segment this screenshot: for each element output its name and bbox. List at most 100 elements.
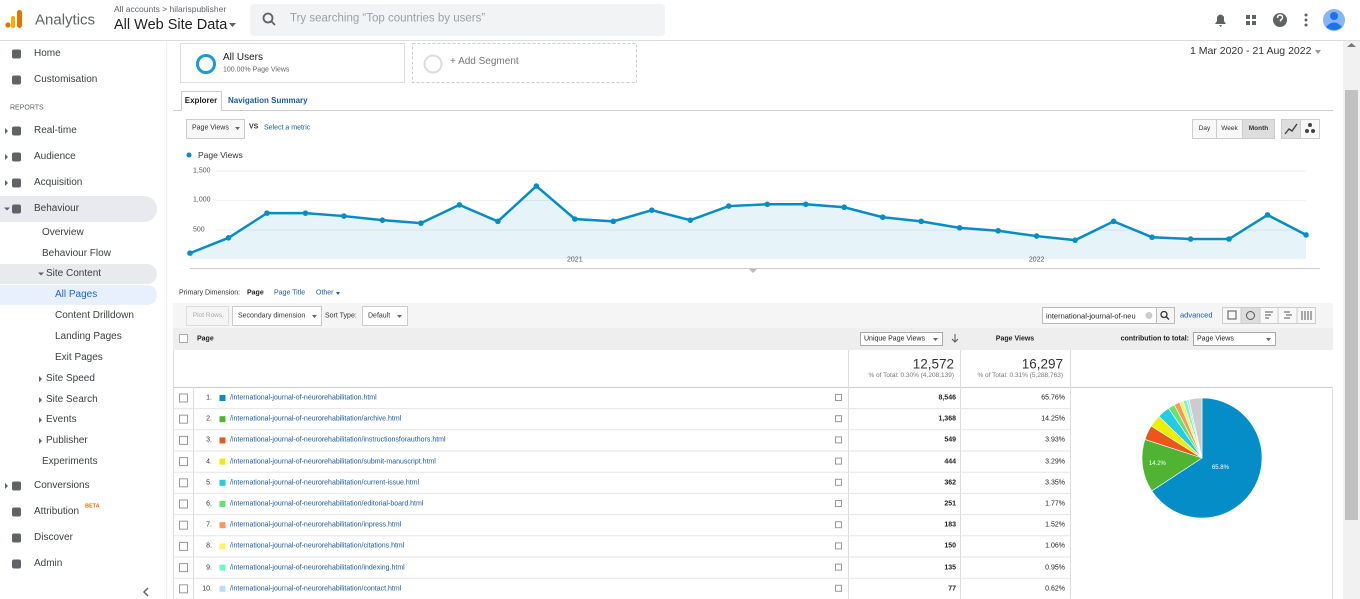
nav-item[interactable]: Audience bbox=[34, 151, 76, 162]
open-link-icon[interactable] bbox=[835, 478, 842, 486]
scroll-up[interactable] bbox=[1347, 43, 1356, 47]
open-link-icon[interactable] bbox=[835, 563, 842, 571]
nav-item[interactable]: Content Drilldown bbox=[55, 310, 134, 321]
date-range[interactable]: 1 Mar 2020 - 21 Aug 2022 bbox=[1190, 44, 1312, 57]
metric-select[interactable] bbox=[186, 119, 245, 139]
contribution-percent: 0.62% bbox=[1045, 585, 1065, 593]
row-checkbox[interactable] bbox=[179, 499, 188, 509]
column-header[interactable]: Unique Page Views bbox=[864, 335, 925, 343]
open-link-icon[interactable] bbox=[835, 394, 842, 401]
nav-item[interactable]: Exit Pages bbox=[55, 352, 103, 363]
page-link[interactable]: /international-journal-of-neurorehabilit… bbox=[230, 521, 402, 529]
row-checkbox[interactable] bbox=[179, 457, 188, 467]
row-checkbox[interactable] bbox=[179, 584, 188, 594]
open-link-icon[interactable] bbox=[835, 415, 842, 423]
date-dropdown-arrow[interactable] bbox=[1315, 50, 1321, 54]
breadcrumb[interactable]: All accounts > hilarispublisher bbox=[114, 3, 227, 14]
row-checkbox[interactable] bbox=[179, 478, 188, 488]
nav-item[interactable]: All Pages bbox=[55, 289, 98, 300]
page-link[interactable]: /international-journal-of-neurorehabilit… bbox=[230, 542, 405, 550]
page-link[interactable]: /international-journal-of-neurorehabilit… bbox=[230, 415, 402, 423]
dimension-option[interactable]: Other bbox=[316, 289, 334, 297]
dimension-option[interactable]: Page Title bbox=[274, 289, 306, 297]
nav-item[interactable]: Customisation bbox=[34, 74, 98, 85]
page-link[interactable]: /international-journal-of-neurorehabilit… bbox=[230, 585, 402, 593]
nav-item[interactable]: Publisher bbox=[46, 435, 88, 446]
view-selected bbox=[1241, 308, 1260, 323]
line-chart-button[interactable] bbox=[1281, 119, 1301, 139]
view-dropdown-arrow[interactable] bbox=[229, 23, 236, 27]
total-note: % of Total: 0.31% (5,288,763) bbox=[977, 371, 1063, 379]
search-button[interactable] bbox=[1156, 307, 1175, 324]
open-link-icon[interactable] bbox=[835, 542, 842, 550]
row-checkbox[interactable] bbox=[179, 393, 188, 403]
apps-icon[interactable] bbox=[1246, 15, 1256, 25]
open-link-icon[interactable] bbox=[835, 457, 842, 465]
open-link-icon[interactable] bbox=[835, 436, 842, 444]
select-all-checkbox[interactable] bbox=[179, 334, 188, 343]
nav-item[interactable]: Behaviour bbox=[34, 203, 80, 214]
page-link[interactable]: /international-journal-of-neurorehabilit… bbox=[230, 500, 424, 508]
open-link-icon[interactable] bbox=[835, 500, 842, 507]
more-icon[interactable] bbox=[1304, 13, 1308, 27]
nav-item[interactable]: Experiments bbox=[42, 456, 98, 467]
secondary-dimension-select[interactable] bbox=[232, 306, 322, 326]
add-segment[interactable]: + Add Segment bbox=[450, 56, 519, 67]
column-header[interactable]: Page Views bbox=[1197, 335, 1234, 343]
nav-item[interactable]: Site Content bbox=[46, 268, 102, 279]
scrollbar-thumb[interactable] bbox=[1345, 90, 1358, 520]
page-link[interactable]: /international-journal-of-neurorehabilit… bbox=[230, 436, 446, 444]
color-swatch bbox=[219, 522, 226, 529]
sort-type-select[interactable] bbox=[362, 306, 408, 326]
view-name[interactable]: All Web Site Data bbox=[114, 16, 228, 33]
collapse-nav[interactable] bbox=[142, 587, 149, 597]
contribution-select[interactable] bbox=[1193, 332, 1276, 346]
nav-item[interactable]: Attribution bbox=[34, 506, 80, 517]
row-checkbox[interactable] bbox=[179, 520, 188, 530]
interval-button[interactable]: Week bbox=[1221, 124, 1238, 132]
clear-search[interactable] bbox=[1145, 312, 1153, 319]
range-handle[interactable] bbox=[749, 269, 757, 273]
nav-item[interactable]: Site Speed bbox=[46, 373, 95, 384]
motion-chart-button[interactable] bbox=[1300, 119, 1320, 139]
nav-item[interactable]: Real-time bbox=[34, 125, 77, 136]
page-link[interactable]: /international-journal-of-neurorehabilit… bbox=[230, 564, 405, 572]
notifications-icon[interactable] bbox=[1215, 14, 1226, 28]
nav-item[interactable]: Home bbox=[34, 48, 61, 59]
search-box[interactable] bbox=[250, 4, 665, 36]
nav-item[interactable]: Site Search bbox=[46, 394, 98, 405]
add-segment-card[interactable] bbox=[412, 43, 637, 83]
select-metric-link[interactable]: Select a metric bbox=[264, 124, 311, 132]
page-link[interactable]: /international-journal-of-neurorehabilit… bbox=[230, 479, 420, 487]
column-metric-select[interactable] bbox=[860, 332, 943, 346]
nav-item[interactable]: Landing Pages bbox=[55, 331, 122, 342]
open-link-icon[interactable] bbox=[835, 584, 842, 592]
nav-item[interactable]: Acquisition bbox=[34, 177, 83, 188]
plot-rows-button[interactable] bbox=[186, 306, 229, 326]
row-checkbox[interactable] bbox=[179, 435, 188, 445]
nav-item[interactable]: Behaviour Flow bbox=[42, 248, 111, 259]
nav-item[interactable]: Conversions bbox=[34, 480, 90, 491]
interval-button[interactable]: Month bbox=[1248, 124, 1269, 132]
segment-card[interactable] bbox=[180, 43, 405, 83]
tab[interactable]: Explorer bbox=[184, 96, 218, 105]
segment-note: 100.00% Page Views bbox=[223, 66, 290, 74]
nav-item[interactable]: Overview bbox=[42, 227, 84, 238]
open-link-icon[interactable] bbox=[835, 521, 842, 529]
row-checkbox[interactable] bbox=[179, 414, 188, 424]
page-link[interactable]: /international-journal-of-neurorehabilit… bbox=[230, 394, 377, 402]
row-checkbox[interactable] bbox=[179, 541, 188, 551]
row-checkbox[interactable] bbox=[179, 563, 188, 573]
nav-item[interactable]: Events bbox=[46, 414, 77, 425]
interval-button[interactable]: Day bbox=[1198, 124, 1211, 132]
tab[interactable]: Navigation Summary bbox=[228, 96, 308, 105]
nav-item[interactable]: Admin bbox=[34, 558, 63, 569]
contribution-percent: 3.29% bbox=[1045, 458, 1065, 466]
pie-value-label: 65.8% bbox=[1211, 464, 1229, 471]
nav-expand-arrow bbox=[5, 483, 8, 489]
page-link[interactable]: /international-journal-of-neurorehabilit… bbox=[230, 458, 436, 466]
advanced-link[interactable]: advanced bbox=[1180, 310, 1213, 320]
metric-select-label[interactable]: Page Views bbox=[192, 124, 229, 132]
nav-item[interactable]: Discover bbox=[34, 532, 73, 543]
sort-arrow[interactable] bbox=[951, 334, 959, 343]
